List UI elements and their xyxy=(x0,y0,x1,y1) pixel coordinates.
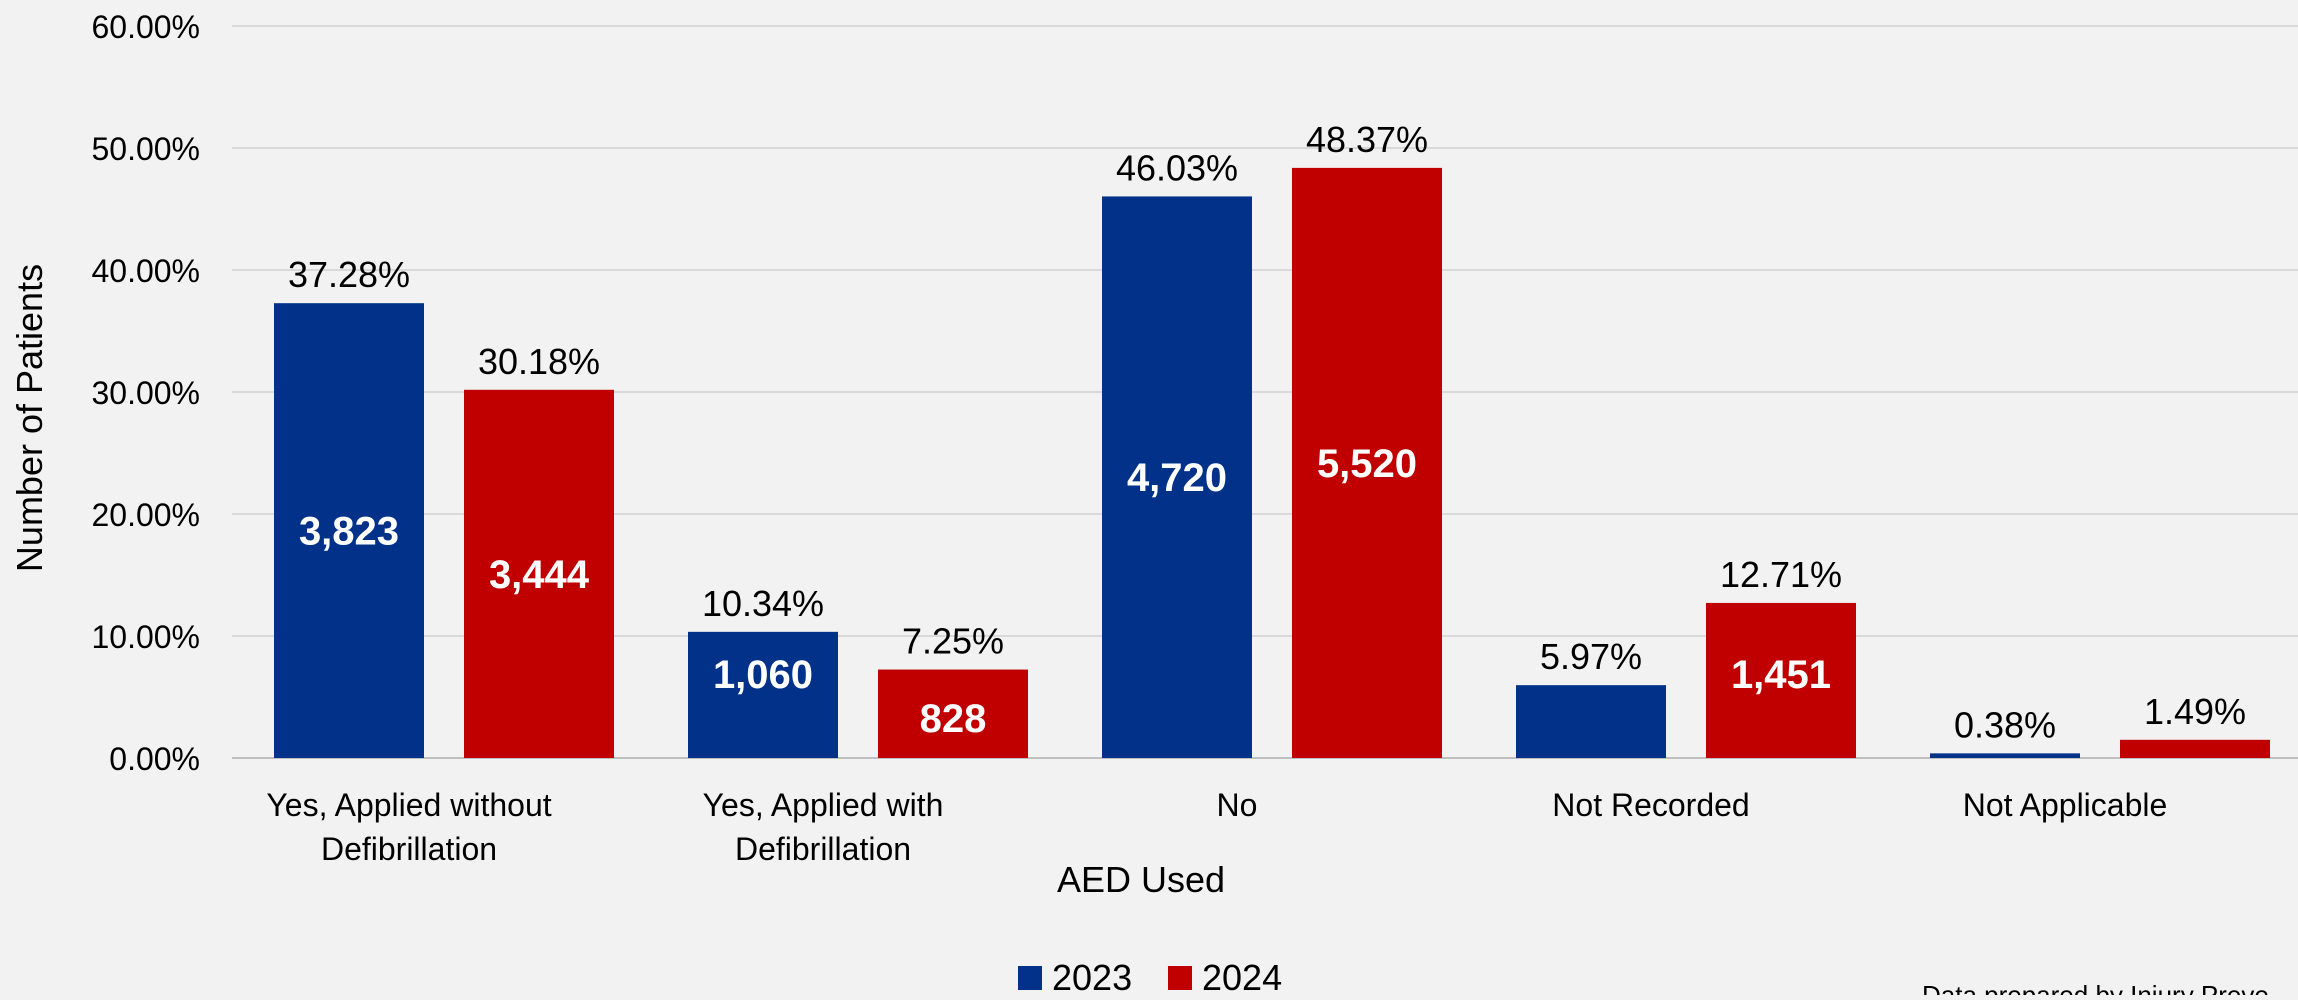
count-label: 1,060 xyxy=(713,653,813,697)
percent-label: 1.49% xyxy=(2144,691,2246,732)
bar-2023 xyxy=(688,631,838,758)
bar-2023 xyxy=(1930,753,2080,758)
bar-2024 xyxy=(1292,167,1442,759)
category-label-line: Yes, Applied without xyxy=(266,787,551,823)
bar-2023 xyxy=(1516,685,1666,758)
count-label: 1,451 xyxy=(1731,653,1831,697)
bar-2024 xyxy=(464,389,614,758)
category-label-line: Not Applicable xyxy=(1963,787,2168,823)
category-label-line: Yes, Applied with xyxy=(703,787,944,823)
bar-2023 xyxy=(274,303,424,758)
y-tick-label: 50.00% xyxy=(91,131,200,167)
y-tick-label: 0.00% xyxy=(109,741,200,777)
bar-2023 xyxy=(1102,196,1252,758)
footer-note: Data prepared by Injury Preve xyxy=(1922,980,2269,995)
percent-label: 5.97% xyxy=(1540,636,1642,677)
category-label-line: Defibrillation xyxy=(735,831,911,867)
y-tick-label: 60.00% xyxy=(91,9,200,45)
percent-label: 48.37% xyxy=(1306,119,1428,160)
percent-label: 30.18% xyxy=(478,341,600,382)
legend-label-2024: 2024 xyxy=(1202,957,1282,995)
x-axis-title: AED Used xyxy=(1057,859,1225,900)
percent-label: 10.34% xyxy=(702,583,824,624)
y-tick-label: 10.00% xyxy=(91,619,200,655)
count-label: 828 xyxy=(920,697,987,741)
percent-label: 0.38% xyxy=(1954,704,2056,745)
percent-label: 7.25% xyxy=(902,621,1004,662)
y-tick-label: 40.00% xyxy=(91,253,200,289)
percent-label: 12.71% xyxy=(1720,554,1842,595)
category-label: Yes, Applied with Defibrillation xyxy=(703,787,944,867)
category-label: Not Recorded xyxy=(1552,787,1749,823)
category-label-line: No xyxy=(1217,787,1258,823)
legend-swatch-2024 xyxy=(1168,966,1192,990)
count-label: 5,520 xyxy=(1317,442,1417,486)
category-label-line: Defibrillation xyxy=(321,831,497,867)
y-tick-label: 30.00% xyxy=(91,375,200,411)
count-label: 3,823 xyxy=(299,510,399,554)
legend-label-2023: 2023 xyxy=(1052,957,1132,995)
bar-2024 xyxy=(1706,602,1856,758)
category-label: Not Applicable xyxy=(1963,787,2168,823)
count-label: 3,444 xyxy=(489,553,590,597)
percent-label: 37.28% xyxy=(288,254,410,295)
category-label: No xyxy=(1217,787,1258,823)
percent-label: 46.03% xyxy=(1116,147,1238,188)
y-tick-label: 20.00% xyxy=(91,497,200,533)
category-label: Yes, Applied without Defibrillation xyxy=(266,787,551,867)
legend-swatch-2023 xyxy=(1018,966,1042,990)
bar-2024 xyxy=(2120,739,2270,758)
category-label-line: Not Recorded xyxy=(1552,787,1749,823)
count-label: 4,720 xyxy=(1127,456,1227,500)
bar-2024 xyxy=(878,669,1028,758)
y-axis-title: Number of Patients xyxy=(9,264,50,572)
